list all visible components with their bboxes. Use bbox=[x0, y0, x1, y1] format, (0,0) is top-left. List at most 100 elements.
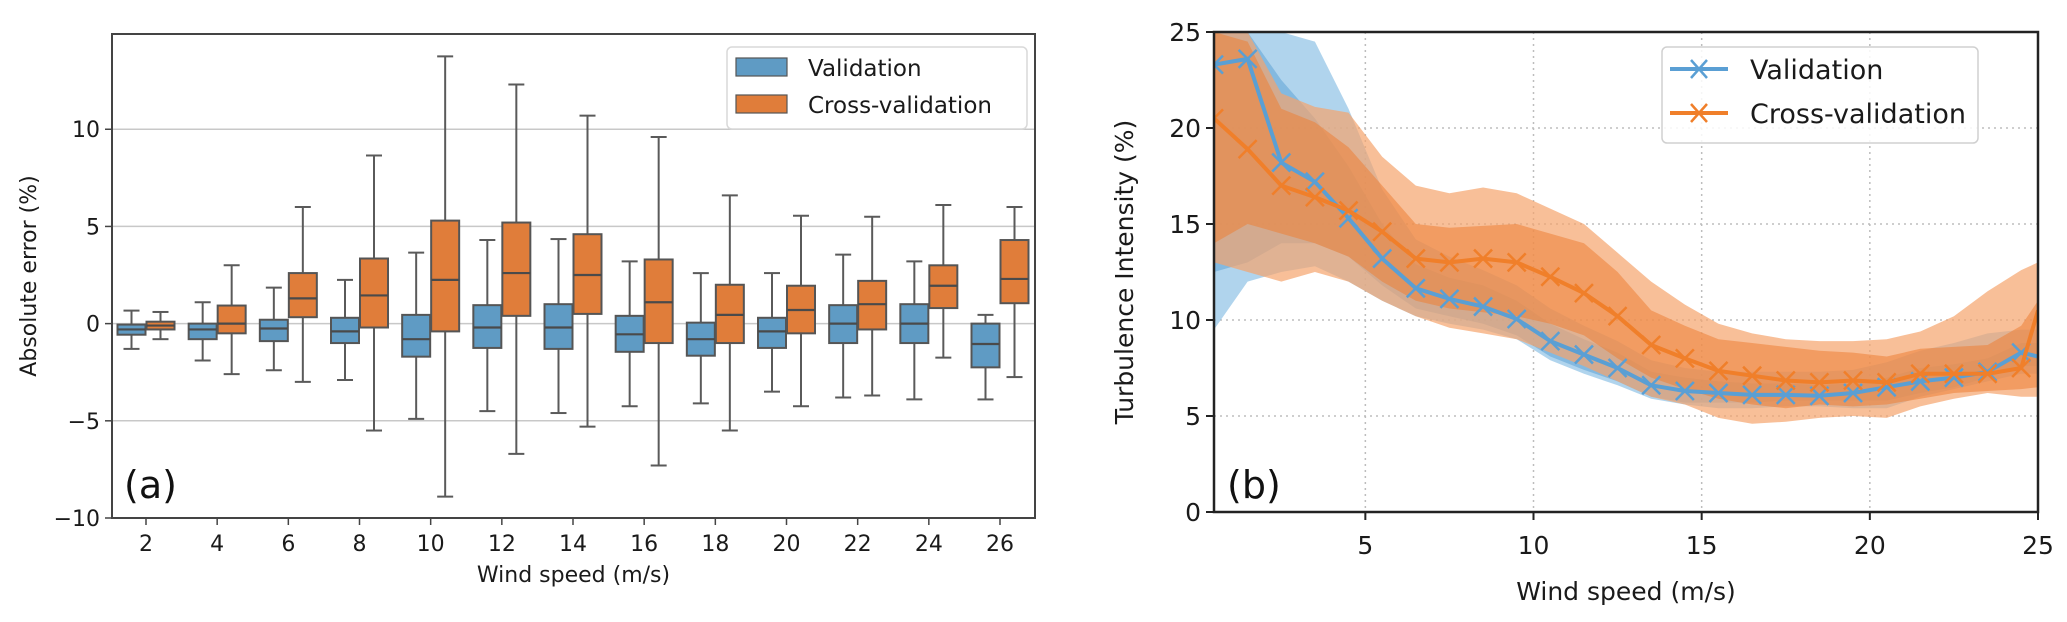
a-x-tick-label: 14 bbox=[559, 532, 587, 557]
marker-stroke bbox=[1372, 248, 1393, 269]
box-body bbox=[187, 322, 218, 341]
marker-cross-validation bbox=[1843, 370, 1863, 391]
marker-validation bbox=[1439, 288, 1460, 309]
marker-cross-validation bbox=[1775, 370, 1796, 391]
marker-stroke bbox=[1237, 48, 1258, 69]
marker-stroke bbox=[1214, 62, 1224, 75]
box-validation bbox=[187, 301, 218, 362]
a-y-axis-label: Absolute error (%) bbox=[17, 175, 42, 376]
box-cross-validation bbox=[572, 114, 603, 428]
a-legend-label-validation: Validation bbox=[808, 56, 922, 82]
b-y-tick-label: 0 bbox=[1185, 498, 1201, 527]
marker-stroke bbox=[1977, 363, 1998, 384]
marker-validation bbox=[1271, 152, 1292, 173]
box-body bbox=[401, 313, 432, 358]
marker-cross-validation bbox=[1742, 365, 1763, 386]
box-cross-validation bbox=[287, 205, 318, 383]
b-legend-label-validation: Validation bbox=[1750, 55, 1883, 86]
marker-cross-validation bbox=[1674, 348, 1695, 369]
marker-validation bbox=[1405, 278, 1426, 299]
box-body bbox=[757, 316, 787, 349]
b-legend: Validation Cross-validation bbox=[1661, 46, 1979, 144]
marker-cross-validation bbox=[1506, 252, 1527, 273]
box-validation bbox=[258, 286, 289, 372]
marker-stroke bbox=[1214, 54, 1224, 67]
marker-stroke bbox=[1540, 266, 1561, 287]
b-x-tick-label: 15 bbox=[1686, 531, 1718, 560]
marker-stroke bbox=[1641, 375, 1662, 396]
b-x-ticks: 5 10 15 20 25 bbox=[1357, 512, 2054, 560]
marker-cross-validation bbox=[1977, 363, 1998, 384]
marker-validation bbox=[1506, 309, 1527, 329]
box-cross-validation bbox=[216, 264, 247, 376]
a-x-tick-label: 22 bbox=[844, 532, 872, 557]
box-cross-validation bbox=[786, 214, 816, 408]
a-x-tick-label: 4 bbox=[210, 532, 224, 557]
marker-cross-validation bbox=[1372, 221, 1393, 242]
a-x-tick-label: 10 bbox=[417, 532, 445, 557]
box-body bbox=[999, 239, 1030, 305]
marker-stroke bbox=[1574, 283, 1594, 304]
box-body bbox=[430, 219, 461, 333]
b-panel-label: (b) bbox=[1227, 463, 1281, 507]
b-y-tick-label: 25 bbox=[1169, 18, 1201, 47]
marker-cross-validation bbox=[1944, 363, 1964, 384]
marker-stroke bbox=[1708, 383, 1729, 403]
marker-stroke bbox=[1674, 381, 1695, 401]
marker-stroke bbox=[1742, 384, 1763, 405]
marker-validation bbox=[1237, 48, 1258, 69]
a-x-tick-label: 8 bbox=[353, 532, 367, 557]
marker-validation bbox=[1775, 384, 1796, 405]
marker-cross-validation bbox=[1405, 248, 1426, 269]
b-y-tick-label: 15 bbox=[1169, 210, 1201, 239]
a-x-tick-label: 26 bbox=[986, 532, 1014, 557]
marker-stroke bbox=[1439, 288, 1460, 309]
box-body bbox=[258, 318, 289, 343]
marker-stroke bbox=[1843, 370, 1863, 391]
b-x-tick-label: 10 bbox=[1518, 531, 1550, 560]
a-panel-label: (a) bbox=[124, 463, 177, 507]
box-cross-validation bbox=[857, 215, 888, 397]
a-x-tick-label: 24 bbox=[915, 532, 943, 557]
marker-stroke bbox=[1214, 116, 1224, 129]
box-validation bbox=[401, 251, 432, 420]
b-legend-frame bbox=[1661, 46, 1979, 144]
marker-cross-validation bbox=[1473, 248, 1493, 269]
marker-cross-validation bbox=[1607, 306, 1628, 327]
a-y-tick-label: 10 bbox=[72, 118, 100, 143]
marker-stroke bbox=[1473, 296, 1493, 317]
marker-stroke bbox=[1405, 278, 1426, 299]
box-validation bbox=[614, 260, 645, 408]
marker-stroke bbox=[1910, 363, 1931, 384]
box-body bbox=[501, 221, 532, 317]
marker-stroke bbox=[1214, 108, 1224, 121]
a-y-tick-label: −10 bbox=[54, 507, 100, 532]
box-cross-validation bbox=[714, 194, 745, 432]
marker-stroke bbox=[1674, 348, 1695, 369]
marker-cross-validation bbox=[1809, 372, 1830, 393]
a-boxes bbox=[116, 55, 1030, 498]
marker-cross-validation bbox=[1708, 360, 1729, 381]
marker-stroke bbox=[1473, 248, 1493, 269]
a-x-tick-label: 2 bbox=[139, 532, 153, 557]
marker-validation bbox=[1944, 367, 1964, 388]
b-legend-handle-validation bbox=[1670, 59, 1728, 79]
marker-validation bbox=[1372, 248, 1393, 269]
marker-stroke bbox=[1271, 152, 1292, 173]
b-x-axis-label: Wind speed (m/s) bbox=[1516, 577, 1736, 606]
a-legend: Validation Cross-validation bbox=[726, 46, 1028, 130]
marker-cross-validation bbox=[2011, 358, 2032, 378]
b-y-ticks: 0 5 10 15 20 25 bbox=[1169, 18, 1214, 527]
marker-validation bbox=[1641, 375, 1662, 396]
b-x-tick-label: 5 bbox=[1357, 531, 1373, 560]
marker-validation bbox=[1540, 331, 1561, 352]
marker-cross-validation bbox=[1237, 139, 1258, 160]
marker-stroke bbox=[1708, 360, 1729, 381]
a-x-tick-label: 6 bbox=[281, 532, 295, 557]
a-x-ticks: 2 4 6 8 10 12 14 16 18 20 22 24 26 bbox=[139, 518, 1014, 557]
marker-validation bbox=[1742, 384, 1763, 405]
a-legend-label-cross-validation: Cross-validation bbox=[808, 93, 992, 119]
box-body bbox=[970, 322, 1001, 369]
